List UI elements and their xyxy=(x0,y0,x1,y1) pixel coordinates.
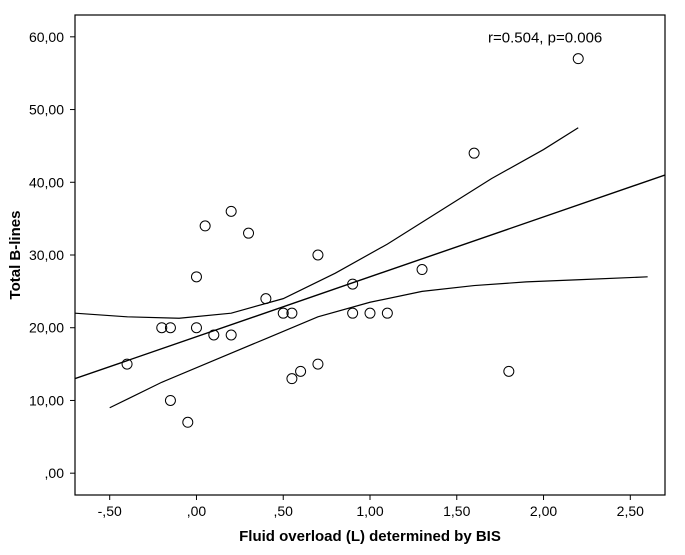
y-tick-label: ,00 xyxy=(45,465,65,481)
x-tick-label: 1,00 xyxy=(356,503,383,519)
y-tick-label: 20,00 xyxy=(29,320,64,336)
stats-annotation: r=0.504, p=0.006 xyxy=(488,30,602,47)
chart-svg: -,50 ,00 ,50 1,00 1,50 2,00 2,50 ,00 10,00 20,00 3… xyxy=(0,0,685,555)
scatter-chart: -,50 ,00 ,50 1,00 1,50 2,00 2,50 ,00 10,00 20,00 3… xyxy=(0,0,685,555)
y-tick-label: 40,00 xyxy=(29,174,64,190)
y-axis-label: Total B-lines xyxy=(7,211,24,300)
x-tick-label: -,50 xyxy=(98,503,122,519)
x-tick-label: ,50 xyxy=(274,503,294,519)
x-axis-label: Fluid overload (L) determined by BIS xyxy=(239,528,501,545)
x-tick-label: 1,50 xyxy=(443,503,470,519)
x-tick-label: 2,50 xyxy=(617,503,644,519)
y-tick-label: 60,00 xyxy=(29,29,64,45)
y-tick-label: 10,00 xyxy=(29,392,64,408)
y-tick-label: 30,00 xyxy=(29,247,64,263)
x-tick-label: ,00 xyxy=(187,503,207,519)
x-tick-label: 2,00 xyxy=(530,503,557,519)
y-tick-label: 50,00 xyxy=(29,102,64,118)
